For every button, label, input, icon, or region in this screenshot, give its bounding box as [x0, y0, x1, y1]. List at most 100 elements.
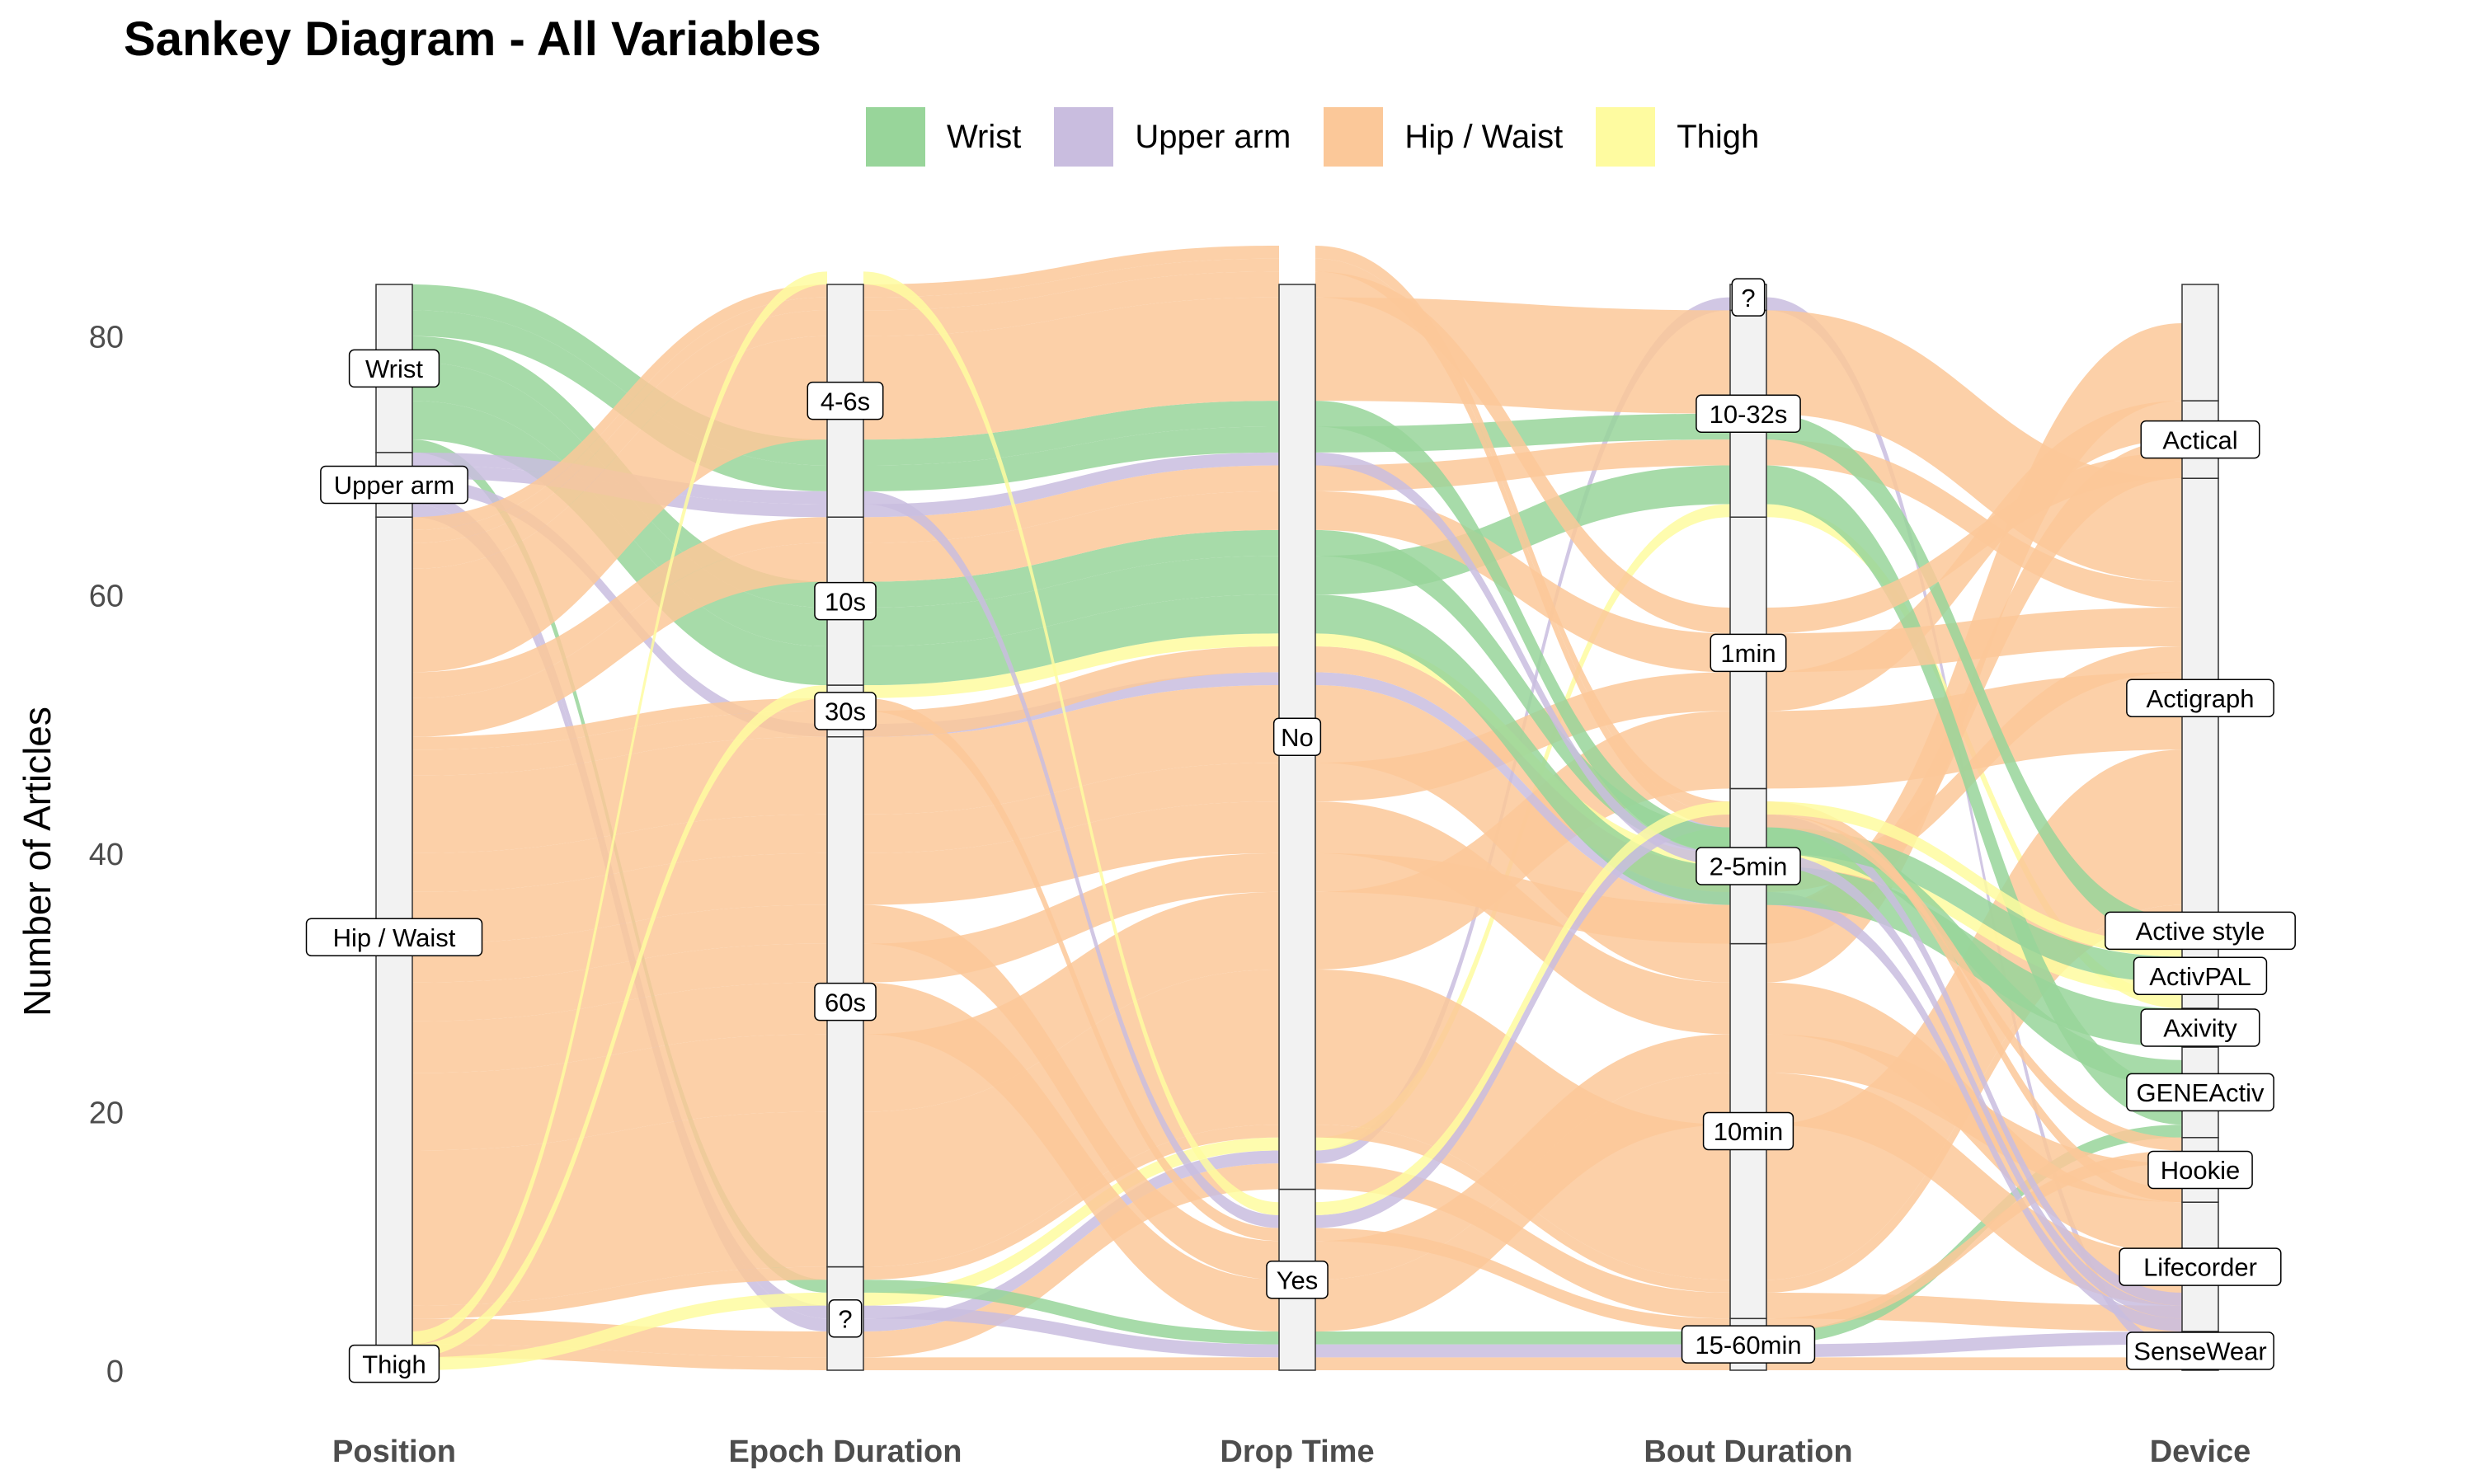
stratum-label-box-hip-waist	[305, 918, 483, 957]
stratum-label-10s: 10s	[825, 587, 866, 616]
stratum-label-box-geneactiv	[2126, 1073, 2274, 1112]
flow-hip-waist-12-seg3	[1315, 1034, 1730, 1280]
flow-upper-arm-26-seg4	[1766, 814, 2182, 1306]
flow-wrist-6-seg2	[863, 1280, 1279, 1345]
flow-hip-waist-18-seg3	[1315, 1228, 1730, 1331]
stratum-label-box-axivity	[2140, 1008, 2260, 1047]
flow-thigh-19-seg2	[863, 633, 1279, 698]
stratum-label-unknown: ?	[1741, 284, 1755, 312]
flow-hip-waist-31-seg1	[412, 297, 827, 543]
legend-item-hip-waist[interactable]: Hip / Waist	[1324, 107, 1563, 167]
stratum-label-thigh: Thigh	[362, 1350, 426, 1378]
flow-hip-waist-23-seg1	[412, 542, 827, 737]
flow-hip-waist-31-seg3	[1315, 258, 1730, 828]
stratum-label-unknown: ?	[838, 1304, 852, 1333]
flow-upper-arm-3-seg2	[863, 1150, 1279, 1331]
stratum-label-box-thigh	[348, 1344, 440, 1383]
flow-hip-waist-1-seg2	[863, 1357, 1279, 1370]
flow-hip-waist-2-seg2	[863, 1163, 1279, 1358]
legend-swatch-wrist	[866, 107, 925, 167]
flow-wrist-21-seg4	[1766, 465, 2182, 1125]
legend: Wrist Upper arm Hip / Waist Thigh	[866, 107, 1792, 167]
legend-label-thigh: Thigh	[1677, 118, 1760, 155]
stratum-label-box-hookie	[2147, 1150, 2253, 1190]
flow-wrist-22-seg4	[1766, 827, 2182, 1087]
stratum-label-4-6s: 4-6s	[821, 387, 870, 416]
y-tick-label: 20	[89, 1096, 124, 1130]
flow-upper-arm-4-seg2	[863, 1305, 1279, 1358]
flow-upper-arm-16-seg3	[1315, 672, 1730, 905]
flow-hip-waist-9-seg4	[1766, 672, 2182, 789]
stratum-label-geneactiv: GENEActiv	[2136, 1078, 2265, 1107]
flow-hip-waist-29-seg3	[1315, 297, 1730, 414]
y-tick-label: 80	[89, 321, 124, 355]
stratum-label-lifecorder: Lifecorder	[2143, 1253, 2257, 1282]
flow-hip-waist-12-seg2	[863, 904, 1279, 1280]
stratum-label-activpal: ActivPAL	[2149, 962, 2251, 991]
stratum-label-box-wrist	[348, 349, 440, 388]
stratum-label-box-2-5min	[1696, 847, 1801, 885]
stratum-label-box-unknown	[828, 1299, 863, 1338]
stratum-label-box-1min	[1710, 633, 1787, 673]
stratum-label-upper-arm: Upper arm	[334, 471, 454, 500]
flow-hip-waist-31-seg2	[863, 258, 1279, 311]
flow-thigh-19-seg4	[1766, 852, 2182, 996]
stratum-label-hip-waist: Hip / Waist	[333, 923, 456, 952]
flow-hip-waist-31-seg4	[1766, 814, 2182, 1151]
stratum-label-15-60min: 15-60min	[1695, 1331, 1801, 1360]
stratum-label-10-32s: 10-32s	[1710, 400, 1788, 429]
stratum-label-yes: Yes	[1277, 1266, 1319, 1294]
legend-item-wrist[interactable]: Wrist	[866, 107, 1021, 167]
flow-hip-waist-32-seg1	[412, 284, 827, 530]
flow-upper-arm-4-seg3	[1315, 1344, 1730, 1358]
flow-wrist-28-seg1	[412, 284, 827, 466]
stratum-label-box-activpal	[2133, 956, 2268, 996]
stratum-label-box-10min	[1702, 1111, 1794, 1151]
stratum-label-actigraph: Actigraph	[2147, 684, 2255, 713]
flow-thigh-33-seg4	[1766, 801, 2182, 957]
flow-upper-arm-25-seg2	[863, 452, 1279, 518]
axis-label-device: Device	[2150, 1435, 2251, 1469]
flow-hip-waist-29-seg2	[863, 297, 1279, 440]
flow-thigh-33-seg2	[863, 271, 1279, 1215]
stratum-label-active-style: Active style	[2136, 917, 2265, 946]
flow-wrist-20-seg2	[863, 594, 1279, 686]
flow-hip-waist-30-seg3	[1315, 271, 1730, 634]
flow-hip-waist-17-seg4	[1766, 646, 2182, 892]
flow-upper-arm-25-seg4	[1766, 852, 2182, 1319]
legend-label-upper-arm: Upper arm	[1135, 118, 1291, 155]
axis-label-bout-duration: Bout Duration	[1644, 1435, 1852, 1469]
flow-hip-waist-32-seg4	[1766, 801, 2182, 1203]
stratum-label-box-no	[1272, 717, 1322, 756]
legend-swatch-upper-arm	[1054, 107, 1114, 167]
legend-item-upper-arm[interactable]: Upper arm	[1054, 107, 1291, 167]
stratum-label-box-actigraph	[2126, 679, 2274, 717]
legend-label-wrist: Wrist	[947, 118, 1022, 155]
y-tick-label: 60	[89, 579, 124, 613]
flow-hip-waist-18-seg4	[1766, 1150, 2182, 1331]
flow-hip-waist-23-seg3	[1315, 491, 1730, 673]
axis-label-position: Position	[332, 1435, 456, 1469]
flow-thigh-19-seg1	[412, 685, 827, 1358]
flow-hip-waist-30-seg4	[1766, 452, 2182, 634]
stratum-label-box-yes	[1266, 1261, 1329, 1299]
stratum-label-box-60s	[814, 982, 877, 1021]
flow-wrist-27-seg1	[412, 310, 827, 491]
stratum-label-hookie: Hookie	[2161, 1156, 2241, 1185]
flow-hip-waist-18-seg2	[863, 697, 1279, 1242]
stratum-label-box-active-style	[2105, 911, 2296, 951]
stratum-label-wrist: Wrist	[365, 355, 423, 383]
flow-hip-waist-30-seg1	[412, 310, 827, 569]
chart-title: Sankey Diagram - All Variables	[124, 12, 821, 66]
flow-hip-waist-15-seg3	[1315, 685, 1730, 983]
labels-layer: Thigh Hip / Waist Upper arm Wrist? 60s 30s 10s…	[305, 278, 2296, 1383]
legend-item-thigh[interactable]: Thigh	[1596, 107, 1759, 167]
flow-hip-waist-1-seg4	[1766, 1357, 2182, 1370]
stratum-label-box-4-6s	[807, 381, 884, 420]
flow-hip-waist-24-seg2	[863, 465, 1279, 543]
flow-wrist-6-seg3	[1315, 1331, 1730, 1345]
flow-hip-waist-13-seg3	[1315, 801, 1730, 1035]
flow-upper-arm-26-seg2	[863, 491, 1279, 1228]
flow-upper-arm-4-seg4	[1766, 1331, 2182, 1358]
